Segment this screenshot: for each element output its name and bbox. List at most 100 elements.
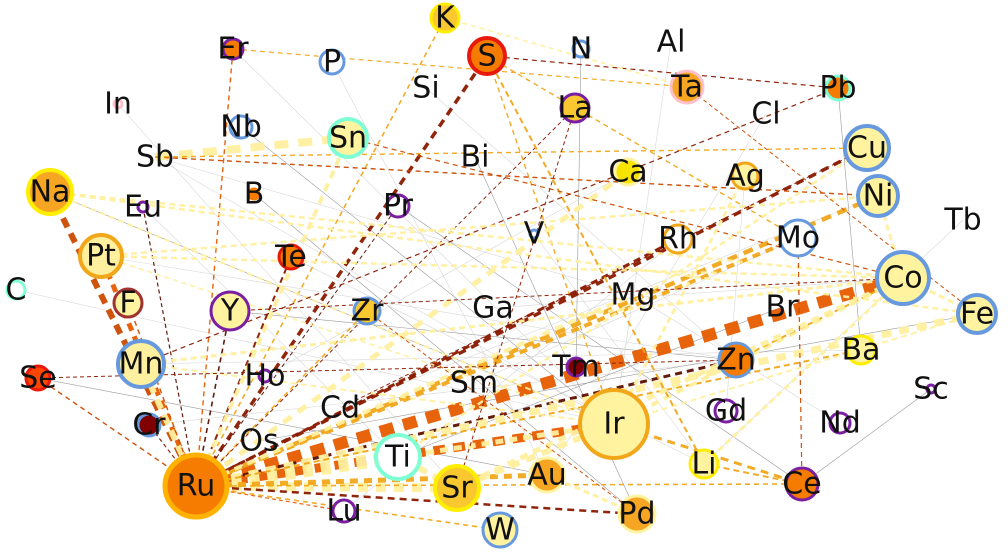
node-Pr: Pr	[383, 189, 414, 224]
node-label-Sr: Sr	[441, 471, 473, 506]
node-label-Nd: Nd	[819, 406, 860, 441]
node-circle-Ho	[257, 368, 273, 384]
node-Os: Os	[239, 424, 278, 459]
node-circle-B	[244, 184, 264, 204]
node-circle-Eu	[136, 200, 150, 214]
edge-Sb-Ni	[154, 156, 879, 197]
node-label-In: In	[104, 87, 132, 122]
node-Ir: Ir	[578, 388, 650, 460]
node-label-Zr: Zr	[351, 294, 385, 329]
node-Br: Br	[766, 290, 800, 325]
node-label-Rh: Rh	[658, 222, 698, 257]
node-circle-Ba	[845, 334, 877, 366]
edge-K-Ta	[444, 17, 688, 88]
node-circle-Tm	[565, 356, 587, 378]
edge-Ru-Ba	[195, 349, 862, 487]
node-Te: Te	[274, 240, 307, 275]
node-label-Al: Al	[657, 25, 686, 60]
node-label-Pt: Pt	[86, 239, 116, 274]
node-Eu: Eu	[124, 190, 162, 225]
node-label-Ta: Ta	[670, 70, 703, 105]
node-label-Te: Te	[274, 240, 307, 275]
node-Ho: Ho	[245, 359, 286, 394]
node-label-Cr: Cr	[132, 408, 166, 443]
background-link-Er-Ir	[232, 48, 615, 425]
node-label-Pb: Pb	[819, 71, 856, 106]
node-Tb: Tb	[943, 203, 981, 238]
edge-Ru-Cr	[148, 424, 197, 487]
node-Li: Li	[688, 447, 720, 482]
node-label-Ru: Ru	[177, 469, 216, 504]
node-label-Sm: Sm	[450, 366, 498, 401]
node-circle-Fe	[956, 293, 998, 335]
node-label-Cl: Cl	[751, 97, 780, 132]
node-circle-Ti	[374, 433, 422, 481]
edge-Ru-Mo	[195, 236, 799, 488]
background-link-Se-Au	[37, 377, 548, 476]
node-circle-Zr	[352, 296, 382, 326]
node-N: N	[570, 32, 592, 67]
node-label-Pr: Pr	[383, 189, 414, 224]
edge-Ir-S	[486, 55, 615, 425]
node-Ag: Ag	[725, 159, 765, 194]
edge-Ru-Mg	[195, 293, 634, 488]
node-label-Pd: Pd	[618, 497, 655, 532]
node-circle-Pd	[617, 494, 657, 534]
node-Cl: Cl	[751, 97, 780, 132]
node-label-Mn: Mn	[119, 347, 164, 382]
node-label-P: P	[323, 45, 341, 80]
node-circle-F	[112, 287, 144, 319]
edge-Ag-Ir	[612, 175, 747, 425]
node-Mg: Mg	[611, 278, 656, 313]
node-label-Au: Au	[527, 458, 567, 493]
edge-Ru-F	[127, 302, 197, 487]
edge-Ir-Ti	[397, 421, 615, 460]
node-S: S	[467, 36, 507, 76]
node-circle-In	[112, 98, 124, 110]
node-label-Ni: Ni	[863, 179, 894, 214]
node-label-V: V	[524, 217, 545, 252]
node-In: In	[104, 87, 132, 122]
node-label-B: B	[244, 177, 265, 212]
node-circle-Rh	[662, 223, 694, 255]
node-Al: Al	[657, 25, 686, 60]
node-circle-Pb	[824, 74, 852, 102]
node-circle-W	[481, 511, 519, 549]
node-label-Ir: Ir	[603, 407, 625, 442]
node-Mo: Mo	[776, 218, 820, 258]
node-Gd: Gd	[705, 394, 747, 429]
edge-Pb-Mn	[140, 87, 839, 365]
node-label-La: La	[557, 91, 592, 126]
node-label-Bi: Bi	[461, 140, 490, 175]
node-Lu: Lu	[326, 494, 361, 529]
node-label-Mo: Mo	[776, 221, 820, 256]
node-Rh: Rh	[658, 222, 698, 257]
node-label-Er: Er	[217, 32, 249, 67]
edge-Ru-Eu	[142, 206, 197, 487]
node-Ca: Ca	[608, 155, 647, 190]
edge-Ru-Te	[195, 256, 292, 487]
edge-Ru-Ti	[195, 450, 399, 493]
edge-Ir-Fe	[613, 313, 978, 425]
node-Nb: Nb	[220, 110, 261, 145]
node-circle-V	[528, 228, 540, 240]
node-Zn: Zn	[716, 341, 756, 379]
node-circle-Ru	[162, 452, 230, 520]
edge-Ru-Ni	[195, 193, 879, 489]
node-circle-Lu	[331, 498, 357, 524]
edge-Se-Zn	[37, 359, 737, 379]
node-Co: Co	[875, 250, 931, 306]
node-label-Os: Os	[239, 424, 278, 459]
node-Zr: Zr	[351, 294, 385, 329]
node-label-Y: Y	[220, 294, 240, 329]
node-label-S: S	[477, 39, 496, 74]
node-label-Nb: Nb	[220, 110, 261, 145]
edge-Na-Co	[49, 190, 904, 280]
edge-Ir-Na	[49, 191, 615, 425]
nodes-layer: Ru Ir Sr Co Mn Ti Pt Na Cu Ni Sn Fe Zn Mo Au Pd W Y S Ce Ta K…	[5, 1, 998, 549]
node-label-Tm: Tm	[551, 350, 600, 385]
node-circle-Cu	[843, 124, 891, 172]
node-label-Ce: Ce	[782, 467, 821, 502]
node-Ni: Ni	[856, 174, 900, 218]
node-label-K: K	[435, 1, 456, 36]
